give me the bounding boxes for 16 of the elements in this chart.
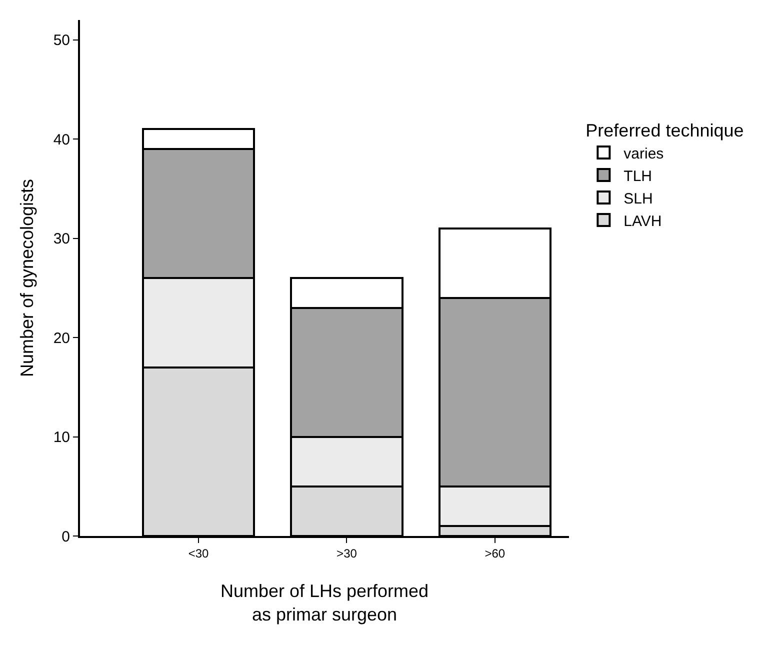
legend-title: Preferred technique (586, 120, 744, 140)
legend-label: TLH (624, 168, 652, 185)
legend-label: SLH (624, 190, 653, 208)
y-axis-title: Number of gynecologists (17, 178, 38, 378)
y-tick-label: 10 (53, 429, 70, 446)
x-axis-title: Number of LHs performed as primar surgeon (220, 581, 429, 624)
legend-label: LAVH (624, 212, 662, 230)
x-tick-label: >60 (484, 546, 506, 560)
y-tick-label: 0 (62, 528, 70, 546)
x-tick-label: >30 (336, 546, 358, 560)
y-tick-label: 40 (53, 131, 70, 148)
y-tick-label: 20 (53, 330, 70, 347)
y-tick-label: 30 (53, 230, 70, 248)
legend-label: varies (624, 145, 664, 162)
x-tick-label: <30 (188, 546, 210, 560)
y-tick-label: 50 (53, 32, 70, 50)
